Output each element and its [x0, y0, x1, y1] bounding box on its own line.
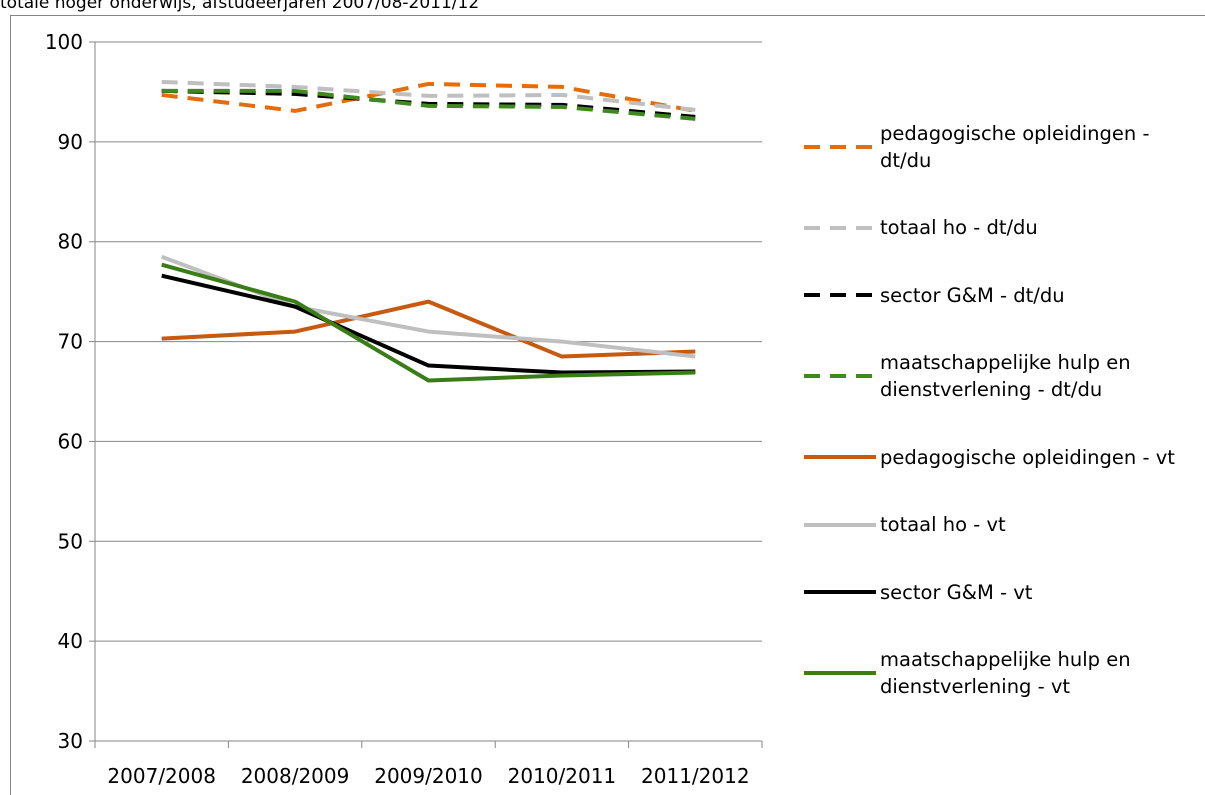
series-line [161, 79, 696, 112]
y-tick-label: 40 [58, 629, 83, 653]
y-tick-label: 70 [58, 330, 83, 354]
legend-swatch [804, 590, 876, 595]
legend-swatch [804, 670, 876, 675]
x-tick-label: 2008/2009 [241, 764, 350, 788]
legend-label: totaal ho - vt [880, 513, 1006, 537]
legend: pedagogische opleidingen - dt/du totaal h… [800, 120, 1200, 700]
y-tick-label: 90 [58, 130, 83, 154]
legend-label: pedagogische opleidingen - dt/du [880, 122, 1150, 172]
series-line [161, 88, 696, 121]
x-tick-label: 2011/2012 [641, 764, 750, 788]
legend-swatch [804, 374, 876, 379]
legend-label: maatschappelijke hulp en dienstverlening… [880, 351, 1131, 402]
legend-item: sector G&M - dt/du [800, 282, 1200, 309]
legend-swatch [804, 522, 876, 527]
chart-title: totale hoger onderwijs, afstudeerjaren 2… [0, 0, 480, 13]
y-tick-label: 100 [45, 30, 83, 54]
y-tick-label: 80 [58, 230, 83, 254]
legend-swatch [804, 145, 876, 149]
y-tick-label: 50 [58, 529, 83, 553]
y-tick-label: 30 [58, 729, 83, 753]
x-tick-label: 2009/2010 [374, 764, 483, 788]
legend-swatch [804, 225, 876, 230]
series-line [161, 299, 696, 359]
legend-label: maatschappelijke hulp en dienstverlening… [880, 647, 1131, 698]
series-line [161, 273, 696, 375]
legend-label: totaal ho - dt/du [880, 216, 1038, 240]
legend-item: totaal ho - dt/du [800, 214, 1200, 241]
legend-item: maatschappelijke hulp en dienstverlening… [800, 349, 1200, 403]
x-tick-label: 2010/2011 [508, 764, 617, 788]
legend-label: sector G&M - vt [880, 580, 1033, 604]
chart-border [10, 15, 1205, 795]
legend-label: sector G&M - dt/du [880, 283, 1065, 307]
legend-swatch [804, 455, 876, 460]
legend-item: pedagogische opleidingen - dt/du [800, 120, 1200, 174]
legend-item: totaal ho - vt [800, 511, 1200, 538]
x-tick-label: 2007/2008 [107, 764, 216, 788]
legend-swatch [804, 293, 876, 298]
series-line [161, 262, 696, 383]
legend-item: pedagogische opleidingen - vt [800, 444, 1200, 471]
series-line [161, 81, 696, 113]
legend-item: maatschappelijke hulp en dienstverlening… [800, 646, 1200, 700]
legend-item: sector G&M - vt [800, 579, 1200, 606]
y-tick-label: 60 [58, 429, 83, 453]
legend-label: pedagogische opleidingen - vt [880, 445, 1175, 469]
